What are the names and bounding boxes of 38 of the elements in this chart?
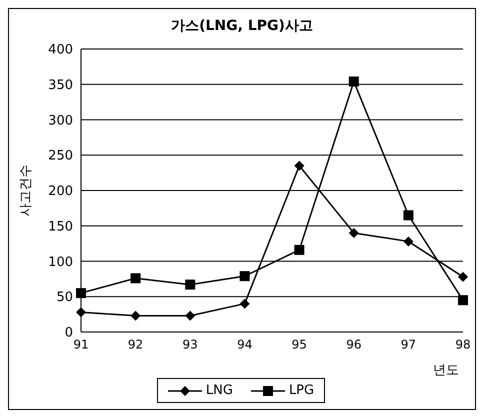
y-axis-title: 사고건수 (18, 164, 34, 216)
point (348, 228, 359, 238)
y-tick-label: 350 (48, 78, 73, 93)
point (240, 298, 250, 309)
y-tick-label: 150 (48, 219, 73, 234)
point (76, 288, 86, 298)
point (185, 310, 196, 321)
x-tick-label: 98 (455, 338, 471, 352)
x-tick-label: 97 (400, 338, 416, 352)
point (185, 280, 196, 290)
point (130, 273, 141, 284)
y-tick-label: 50 (56, 290, 73, 306)
y-tick-label: 200 (48, 184, 73, 200)
point (130, 310, 141, 321)
x-tick-label: 91 (73, 338, 89, 352)
y-tick-label: 100 (48, 254, 73, 270)
x-tick-label: 95 (292, 338, 307, 352)
x-tick-label: 96 (346, 338, 362, 352)
point (240, 271, 250, 282)
y-tick-label: 400 (48, 42, 73, 58)
x-tick-label: 92 (128, 338, 144, 352)
point (76, 307, 86, 318)
legend-label: LPG (288, 383, 314, 398)
point (458, 295, 468, 306)
point (294, 244, 304, 255)
point (403, 236, 414, 246)
chart-title: 가스(LNG, LPG)사고 (170, 17, 314, 36)
point (294, 160, 304, 171)
legend-label: LNG (206, 383, 233, 398)
y-tick-label: 250 (48, 148, 73, 164)
point (403, 210, 414, 220)
point (348, 76, 359, 87)
y-tick-label: 0 (64, 326, 73, 341)
point (458, 272, 468, 282)
x-tick-label: 94 (237, 338, 252, 352)
x-tick-label: 93 (182, 338, 198, 352)
y-tick-label: 300 (48, 113, 73, 128)
x-axis-title: 년도 (433, 363, 459, 378)
